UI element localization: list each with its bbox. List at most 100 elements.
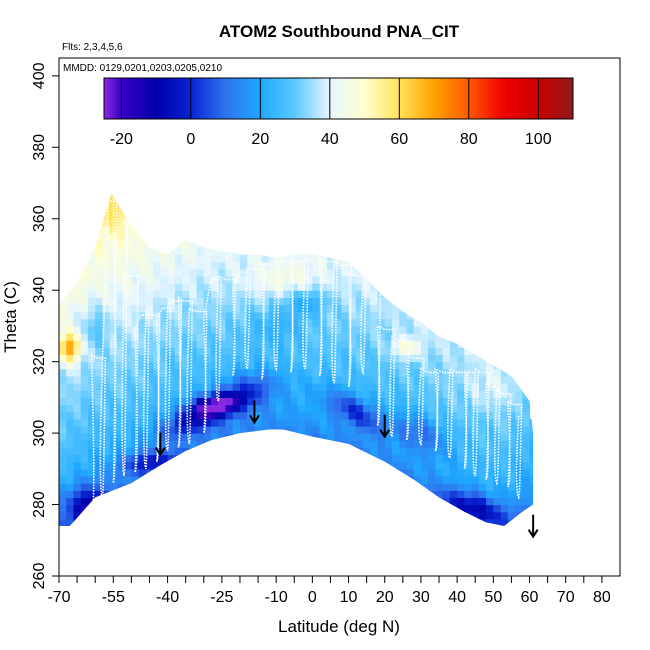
heatmap-cell bbox=[486, 475, 494, 484]
heatmap-cell bbox=[239, 290, 248, 298]
heatmap-cell bbox=[87, 283, 96, 291]
heatmap-cell bbox=[218, 390, 227, 398]
heatmap-cell bbox=[493, 461, 502, 470]
heatmap-cell bbox=[457, 504, 465, 513]
heatmap-cell bbox=[66, 497, 75, 506]
heatmap-cell bbox=[312, 340, 321, 348]
heatmap-cell bbox=[153, 390, 161, 398]
heatmap-cell bbox=[449, 390, 458, 398]
heatmap-cell bbox=[167, 411, 176, 420]
heatmap-cell bbox=[283, 297, 292, 306]
heatmap-cell bbox=[116, 347, 125, 356]
heatmap-cell bbox=[102, 461, 111, 470]
heatmap-cell bbox=[435, 397, 444, 406]
heatmap-cell bbox=[464, 361, 473, 370]
heatmap-cell bbox=[232, 404, 241, 413]
heatmap-cell bbox=[239, 340, 248, 348]
heatmap-cell bbox=[73, 454, 82, 463]
heatmap-cell bbox=[355, 333, 364, 341]
heatmap-cell bbox=[95, 283, 104, 291]
heatmap-cell bbox=[189, 454, 198, 463]
heatmap-cell bbox=[66, 318, 75, 327]
heatmap-cell bbox=[290, 311, 299, 320]
heatmap-cell bbox=[254, 325, 263, 334]
heatmap-cell bbox=[377, 368, 386, 377]
heatmap-cell bbox=[319, 333, 328, 341]
heatmap-cell bbox=[413, 433, 422, 441]
heatmap-cell bbox=[138, 475, 147, 484]
heatmap-cell bbox=[377, 440, 386, 448]
heatmap-cell bbox=[138, 354, 147, 363]
heatmap-cell bbox=[261, 254, 270, 263]
heatmap-cell bbox=[131, 283, 140, 291]
heatmap-cell bbox=[261, 375, 270, 384]
heatmap-cell bbox=[196, 297, 205, 306]
heatmap-cell bbox=[515, 468, 523, 477]
heatmap-cell bbox=[384, 297, 393, 306]
heatmap-cell bbox=[334, 268, 342, 277]
heatmap-cell bbox=[493, 468, 502, 477]
heatmap-cell bbox=[384, 468, 393, 477]
heatmap-cell bbox=[413, 333, 422, 341]
heatmap-cell bbox=[254, 383, 263, 391]
heatmap-cell bbox=[73, 333, 82, 341]
heatmap-cell bbox=[73, 411, 82, 420]
heatmap-cell bbox=[297, 425, 306, 434]
heatmap-cell bbox=[102, 311, 111, 320]
heatmap-cell bbox=[225, 411, 234, 420]
heatmap-cell bbox=[500, 454, 509, 463]
heatmap-cell bbox=[174, 397, 183, 406]
heatmap-cell bbox=[66, 440, 75, 448]
heatmap-cell bbox=[312, 261, 321, 270]
heatmap-cell bbox=[95, 297, 104, 306]
heatmap-cell bbox=[261, 297, 270, 306]
heatmap-cell bbox=[261, 304, 270, 313]
heatmap-cell bbox=[167, 240, 176, 248]
heatmap-cell bbox=[160, 375, 169, 384]
heatmap-cell bbox=[138, 375, 147, 384]
heatmap-cell bbox=[399, 468, 408, 477]
colorbar-tick-label: 20 bbox=[251, 131, 269, 148]
heatmap-cell bbox=[218, 347, 227, 356]
heatmap-cell bbox=[80, 497, 89, 506]
heatmap-cell bbox=[355, 418, 364, 427]
heatmap-cell bbox=[189, 304, 198, 313]
heatmap-cell bbox=[283, 261, 292, 270]
heatmap-cell bbox=[189, 404, 198, 413]
heatmap-cell bbox=[464, 468, 473, 477]
heatmap-cell bbox=[124, 311, 132, 320]
heatmap-cell bbox=[116, 268, 125, 277]
heatmap-cell bbox=[167, 297, 176, 306]
heatmap-cell bbox=[66, 390, 75, 398]
heatmap-cell bbox=[406, 483, 415, 491]
heatmap-cell bbox=[167, 283, 176, 291]
heatmap-cell bbox=[80, 361, 89, 370]
heatmap-cell bbox=[73, 268, 82, 277]
heatmap-cell bbox=[116, 225, 125, 234]
heatmap-cell bbox=[239, 275, 248, 284]
heatmap-cell bbox=[471, 425, 480, 434]
heatmap-cell bbox=[290, 404, 299, 413]
heatmap-cell bbox=[319, 361, 328, 370]
heatmap-cell bbox=[239, 368, 248, 377]
heatmap-cell bbox=[312, 433, 321, 441]
x-tick-label: 50 bbox=[484, 589, 502, 606]
heatmap-cell bbox=[124, 261, 132, 270]
heatmap-cell bbox=[319, 304, 328, 313]
heatmap-cell bbox=[95, 268, 104, 277]
heatmap-cell bbox=[464, 483, 473, 491]
heatmap-cell bbox=[500, 411, 509, 420]
heatmap-cell bbox=[73, 440, 82, 448]
heatmap-cell bbox=[305, 333, 313, 341]
heatmap-cell bbox=[334, 404, 342, 413]
heatmap-cell bbox=[182, 347, 190, 356]
heatmap-cell bbox=[211, 240, 219, 248]
heatmap-cell bbox=[66, 361, 75, 370]
heatmap-cell bbox=[283, 268, 292, 277]
heatmap-cell bbox=[449, 511, 458, 520]
heatmap-cell bbox=[283, 418, 292, 427]
heatmap-cell bbox=[319, 440, 328, 448]
heatmap-cell bbox=[464, 375, 473, 384]
heatmap-cell bbox=[225, 240, 234, 248]
heatmap-cell bbox=[167, 390, 176, 398]
